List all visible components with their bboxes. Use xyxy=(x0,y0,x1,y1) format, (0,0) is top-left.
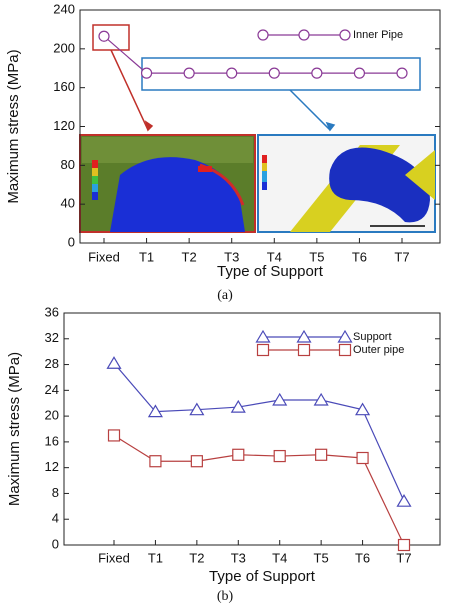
x-tick-label: T6 xyxy=(352,249,367,264)
y-tick-label: 4 xyxy=(52,511,59,526)
legend-marker xyxy=(255,329,271,343)
legend-marker xyxy=(337,329,353,343)
series-line xyxy=(113,362,405,502)
x-tick-label: T1 xyxy=(139,249,154,264)
data-point xyxy=(268,67,280,79)
data-point xyxy=(396,493,412,507)
y-axis-title: Maximum stress (MPa) xyxy=(5,49,22,203)
x-tick-label: T5 xyxy=(309,249,324,264)
y-axis-title: Maximum stress (MPa) xyxy=(6,352,23,506)
y-tick-label: 240 xyxy=(53,1,75,16)
x-tick-label: T3 xyxy=(224,249,239,264)
data-point xyxy=(315,448,328,461)
legend-marker xyxy=(296,329,312,343)
x-tick-label: T4 xyxy=(267,249,282,264)
x-axis-title: Type of Support xyxy=(209,568,316,585)
inset-right xyxy=(257,134,436,233)
legend-label: Support xyxy=(353,331,392,343)
series-line xyxy=(113,434,405,546)
x-tick-label: T3 xyxy=(231,550,246,565)
data-point xyxy=(396,67,408,79)
x-tick-label: T2 xyxy=(189,550,204,565)
y-tick-label: 0 xyxy=(68,234,75,249)
data-point xyxy=(147,404,163,418)
data-point xyxy=(356,451,369,465)
data-point xyxy=(355,402,371,416)
y-tick-label: 20 xyxy=(45,408,59,423)
data-point xyxy=(313,392,329,406)
series-line xyxy=(103,35,402,74)
data-point xyxy=(140,67,153,79)
data-point xyxy=(183,67,195,79)
y-tick-label: 40 xyxy=(61,196,75,211)
x-tick-label: Fixed xyxy=(88,249,120,264)
data-point xyxy=(98,30,110,42)
x-tick-label: T2 xyxy=(182,249,197,264)
data-point xyxy=(149,455,162,468)
data-point xyxy=(106,356,122,369)
legend-marker xyxy=(256,343,270,357)
x-tick-label: Fixed xyxy=(98,550,130,565)
data-point xyxy=(107,429,121,442)
y-tick-label: 0 xyxy=(52,536,59,551)
legend-marker xyxy=(338,343,352,357)
legend-marker xyxy=(298,29,310,41)
y-tick-label: 80 xyxy=(61,157,75,172)
y-tick-label: 28 xyxy=(45,356,59,371)
y-tick-label: 160 xyxy=(53,79,75,94)
panel-label: (a) xyxy=(217,288,233,303)
x-tick-label: T1 xyxy=(148,550,163,565)
legend-marker xyxy=(257,29,269,41)
plot-frame xyxy=(63,312,441,546)
data-point xyxy=(230,399,246,413)
data-point xyxy=(272,392,288,406)
data-point xyxy=(353,67,366,79)
x-tick-label: T6 xyxy=(355,550,370,565)
data-point xyxy=(189,402,205,416)
y-tick-label: 120 xyxy=(53,118,75,133)
data-point xyxy=(397,538,411,552)
inset-left xyxy=(79,134,256,233)
y-tick-label: 24 xyxy=(45,382,59,397)
x-tick-label: T7 xyxy=(394,249,409,264)
legend-label: Inner Pipe xyxy=(353,29,403,41)
data-point xyxy=(190,455,203,468)
y-tick-label: 16 xyxy=(45,433,59,448)
y-tick-label: 36 xyxy=(45,304,59,319)
x-tick-label: T7 xyxy=(396,550,411,565)
legend-marker xyxy=(297,343,311,357)
data-point xyxy=(232,448,245,461)
y-tick-label: 32 xyxy=(45,330,59,345)
y-tick-label: 12 xyxy=(45,459,59,474)
x-tick-label: T4 xyxy=(272,550,287,565)
data-point xyxy=(273,449,286,463)
data-point xyxy=(311,67,323,79)
x-tick-label: T5 xyxy=(314,550,329,565)
legend-marker xyxy=(339,29,351,41)
panel-label: (b) xyxy=(217,589,234,604)
x-axis-title: Type of Support xyxy=(217,263,324,280)
data-point xyxy=(226,67,238,79)
legend-label: Outer pipe xyxy=(353,344,404,356)
y-tick-label: 8 xyxy=(52,485,59,500)
y-tick-label: 200 xyxy=(53,40,75,55)
